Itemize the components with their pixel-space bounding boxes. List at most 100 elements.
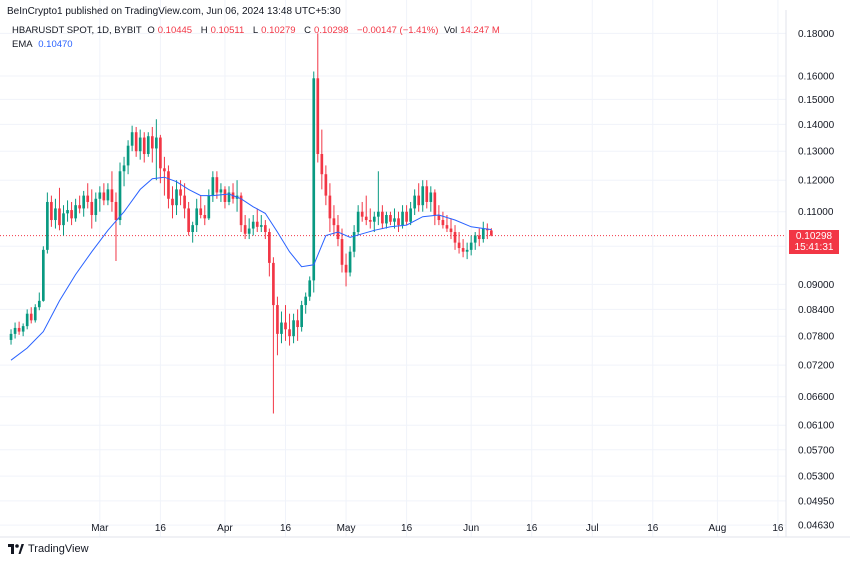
candle-body [219, 189, 223, 193]
symbol-legend[interactable]: HBARUSDT SPOT, 1D, BYBIT O 0.10445 H 0.105… [12, 25, 506, 36]
candle-body [259, 225, 263, 227]
price-axis[interactable]: 0.18000 0.16000 0.15000 0.14000 0.13000 0.120… [798, 29, 835, 532]
candle [50, 195, 53, 227]
close-value: C 0.10298 [304, 25, 349, 36]
candle-body [381, 211, 384, 224]
candle [389, 211, 392, 226]
candle [58, 187, 61, 231]
candle [316, 33, 320, 163]
candle [183, 183, 186, 219]
candle-body [54, 208, 57, 221]
price-tick-label: 0.09000 [798, 280, 835, 291]
ema-legend[interactable]: EMA 0.10470 [12, 39, 76, 50]
candle-body [397, 218, 400, 226]
candle-body [243, 225, 247, 234]
candle [21, 323, 25, 337]
candle [368, 208, 372, 229]
candle-body [348, 251, 352, 273]
candle-body [473, 235, 477, 243]
candle [94, 192, 98, 222]
time-tick-label: Aug [708, 523, 726, 534]
candle [352, 225, 356, 258]
candle [86, 183, 90, 209]
candle-body [421, 186, 425, 206]
publish-caption: BeInCrypto1 published on TradingView.com… [7, 6, 341, 17]
ema-label: EMA [12, 39, 33, 50]
candle-body [211, 177, 215, 196]
price-tick-label: 0.07200 [798, 361, 835, 372]
candle [485, 223, 489, 240]
candle [417, 183, 421, 212]
candle [98, 186, 102, 212]
candle-body [477, 235, 481, 240]
candle-body [481, 228, 485, 240]
candle-body [490, 230, 493, 236]
candle [223, 186, 227, 209]
candle [461, 239, 465, 258]
candle-body [17, 327, 21, 332]
candle [106, 183, 110, 206]
candle [477, 228, 481, 247]
candle-body [134, 132, 138, 152]
candle [385, 211, 388, 229]
candle [405, 205, 408, 226]
candle-body [364, 216, 368, 221]
candle [324, 165, 328, 206]
candle-body [312, 78, 316, 281]
candle-body [377, 211, 380, 217]
candle-body [106, 189, 110, 201]
candle [348, 246, 352, 277]
candle-body [247, 228, 251, 234]
candle-body [82, 195, 86, 209]
candle [268, 228, 271, 277]
candle [304, 292, 308, 314]
time-tick-label: 16 [155, 523, 167, 534]
candle [219, 183, 223, 202]
candle [344, 253, 348, 287]
price-tick-label: 0.05300 [798, 472, 835, 483]
time-tick-label: 16 [401, 523, 413, 534]
price-tick-label: 0.06600 [798, 392, 835, 403]
candle-body [276, 305, 279, 334]
candle-body [171, 198, 174, 206]
candle [263, 220, 267, 240]
candle [251, 215, 255, 236]
candle-body [25, 313, 29, 327]
candle-body [98, 192, 102, 199]
candle-body [187, 208, 190, 233]
candle-body [300, 305, 303, 328]
price-tick-label: 0.04630 [798, 521, 835, 532]
candle-body [86, 195, 90, 202]
candle [425, 180, 429, 209]
time-tick-label: Jul [586, 523, 599, 534]
candle-body [203, 215, 207, 219]
brand-name: TradingView [28, 543, 89, 555]
tradingview-logo[interactable]: TradingView [8, 543, 89, 555]
candle [328, 183, 332, 233]
candle [465, 242, 469, 260]
candle-body [433, 192, 437, 216]
candle [413, 189, 416, 216]
candle-body [90, 201, 94, 216]
candle-body [179, 189, 182, 196]
change-value: −0.00147 (−1.41%) [357, 25, 439, 36]
candle-body [360, 211, 364, 217]
candle [17, 321, 21, 335]
candle [300, 300, 303, 332]
candle-body [389, 215, 392, 222]
time-axis[interactable]: Mar 16 Apr 16 May 16 Jun 16 Jul 16 Aug 16 [91, 523, 784, 534]
candle [82, 190, 86, 217]
candle [146, 132, 150, 157]
candle [409, 201, 412, 226]
candle-body [453, 232, 457, 243]
candle [211, 171, 215, 202]
candle-body [251, 221, 255, 229]
candle [288, 313, 291, 346]
candle-body [356, 211, 360, 233]
candle-body [223, 189, 227, 202]
candle [340, 228, 344, 273]
price-tick-label: 0.05700 [798, 445, 835, 456]
time-tick-label: May [337, 523, 356, 534]
last-price-tag: 0.10298 15:41:31 [789, 229, 839, 254]
